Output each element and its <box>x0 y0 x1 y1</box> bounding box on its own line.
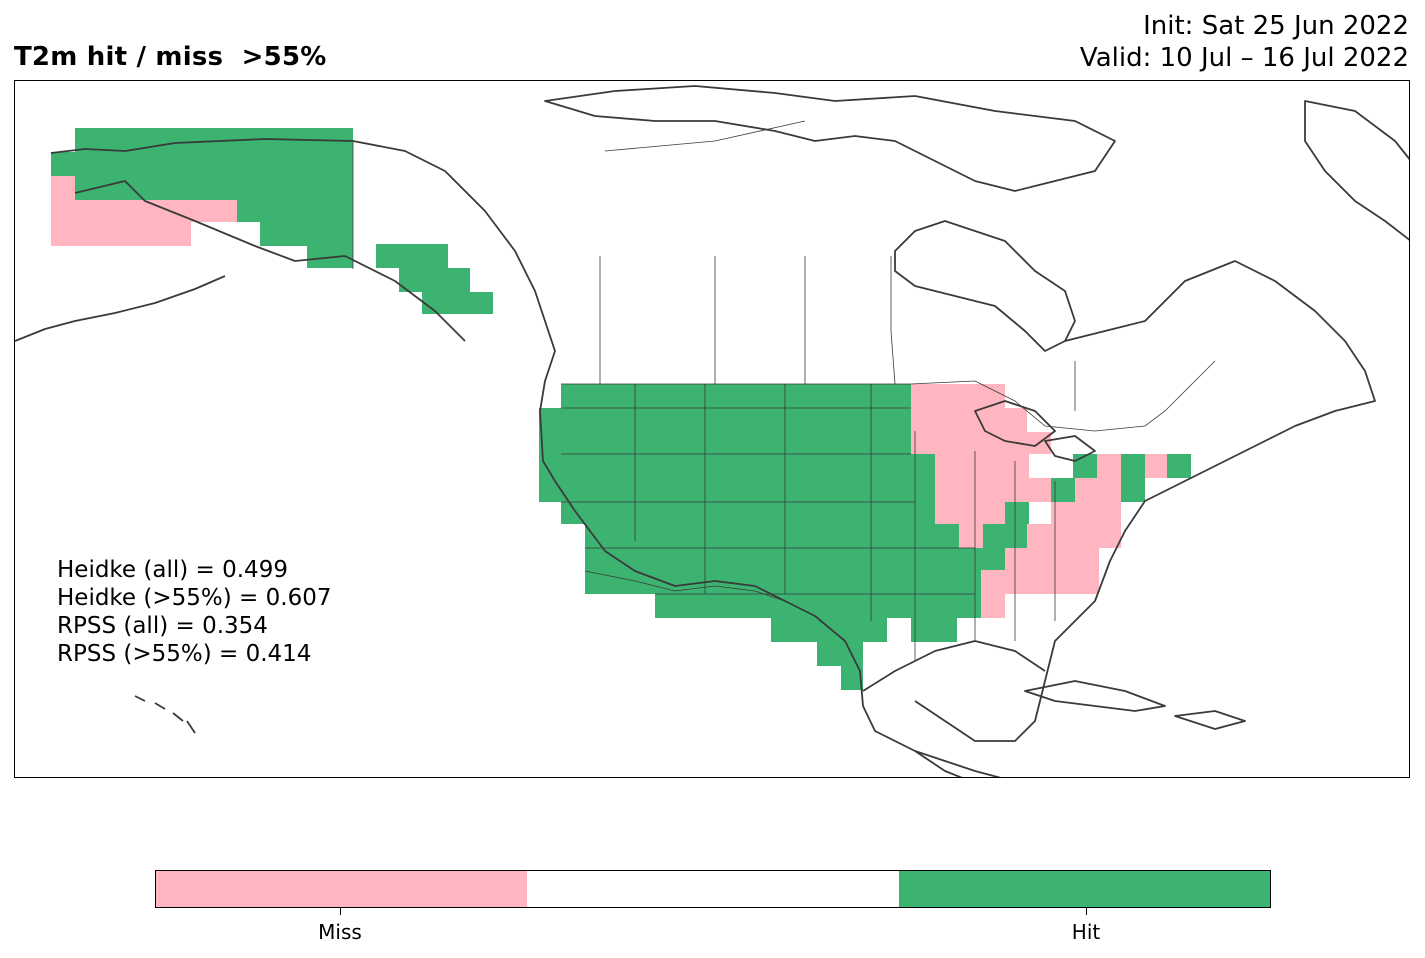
hit-cell <box>585 548 1005 570</box>
aleutians <box>15 275 226 342</box>
miss-cell <box>1051 502 1121 524</box>
miss-cell <box>1145 454 1167 478</box>
canada-provinces <box>599 120 1076 411</box>
colorbar-tick-hit <box>1086 908 1087 915</box>
hit-cell <box>1121 454 1145 478</box>
hit-cell <box>1167 454 1191 478</box>
map-title: T2m hit / miss >55% <box>14 42 327 72</box>
miss-cell <box>1027 524 1121 548</box>
heidke-all: Heidke (all) = 0.499 <box>57 557 288 583</box>
miss-cell <box>935 502 1005 524</box>
colorbar-hit-segment <box>898 871 1270 907</box>
hit-cell <box>655 594 981 618</box>
miss-cell <box>935 478 1051 502</box>
hispaniola <box>1174 710 1246 730</box>
miss-cell <box>1005 570 1099 594</box>
skill-scores: Heidke (all) = 0.499 Heidke (>55%) = 0.6… <box>57 556 331 668</box>
hit-cell <box>585 524 959 548</box>
hit-cell <box>260 222 353 246</box>
hudson-bay <box>894 220 1076 352</box>
mexico-us-border <box>584 570 786 602</box>
colorbar-miss-segment <box>156 871 528 907</box>
alaska-cells <box>51 128 493 314</box>
hit-cell <box>771 618 887 642</box>
hit-cell <box>539 432 911 454</box>
hit-cell <box>399 268 470 292</box>
heidke-55: Heidke (>55%) = 0.607 <box>57 585 332 611</box>
hit-cell <box>539 454 935 478</box>
hit-cell <box>1073 454 1097 478</box>
valid-date: Valid: 10 Jul – 16 Jul 2022 <box>1079 43 1409 73</box>
gulf-coast <box>862 640 1046 692</box>
hit-cell <box>539 478 935 502</box>
alaska-coast <box>50 138 1001 777</box>
miss-cell <box>959 524 983 548</box>
miss-cell <box>51 176 75 200</box>
hit-cell <box>561 502 935 524</box>
borders <box>352 120 1216 661</box>
hit-cell <box>911 618 957 642</box>
hit-cell <box>376 244 448 268</box>
map-panel <box>14 80 1410 778</box>
conus-cells <box>539 384 1191 690</box>
hit-cell <box>561 384 911 408</box>
hit-cell <box>51 152 353 176</box>
east-coast <box>914 260 1376 742</box>
colorbar-label-hit: Hit <box>1071 920 1101 944</box>
hit-cell <box>539 408 911 432</box>
miss-cell <box>1075 478 1121 502</box>
rpss-55: RPSS (>55%) = 0.414 <box>57 641 312 667</box>
miss-cell <box>981 570 1005 618</box>
miss-cell <box>911 432 1051 454</box>
hit-cell <box>841 666 863 690</box>
colorbar <box>155 870 1271 908</box>
hawaii <box>134 695 196 734</box>
cuba <box>1024 680 1166 712</box>
miss-cell <box>51 200 237 222</box>
miss-cell <box>51 222 191 246</box>
map-canvas <box>15 85 1409 777</box>
hit-cell <box>1121 478 1145 502</box>
coastlines <box>15 85 1409 777</box>
hit-cell <box>422 292 493 314</box>
miss-cell <box>1005 548 1099 570</box>
rpss-all: RPSS (all) = 0.354 <box>57 613 268 639</box>
hit-cell <box>1005 502 1029 524</box>
hit-cell <box>75 176 353 200</box>
us-states <box>561 384 1056 661</box>
arctic-islands <box>544 85 1116 192</box>
init-date: Init: Sat 25 Jun 2022 <box>1143 11 1409 41</box>
miss-cell <box>911 408 1027 432</box>
colorbar-label-miss: Miss <box>318 920 362 944</box>
miss-cell <box>1097 454 1121 478</box>
us-canada-border <box>561 360 1216 432</box>
greenland <box>1304 100 1409 241</box>
colorbar-tick-miss <box>340 908 341 915</box>
miss-cell <box>935 454 1029 478</box>
colorbar-neutral-segment <box>527 871 899 907</box>
hit-cell <box>237 200 353 222</box>
date-info: Init: Sat 25 Jun 2022 Valid: 10 Jul – 16… <box>1080 10 1409 74</box>
miss-cell <box>911 384 1005 408</box>
alaska-peninsula <box>74 180 466 342</box>
hit-cell <box>983 524 1029 548</box>
great-lakes <box>974 400 1096 462</box>
central-america <box>914 750 963 777</box>
